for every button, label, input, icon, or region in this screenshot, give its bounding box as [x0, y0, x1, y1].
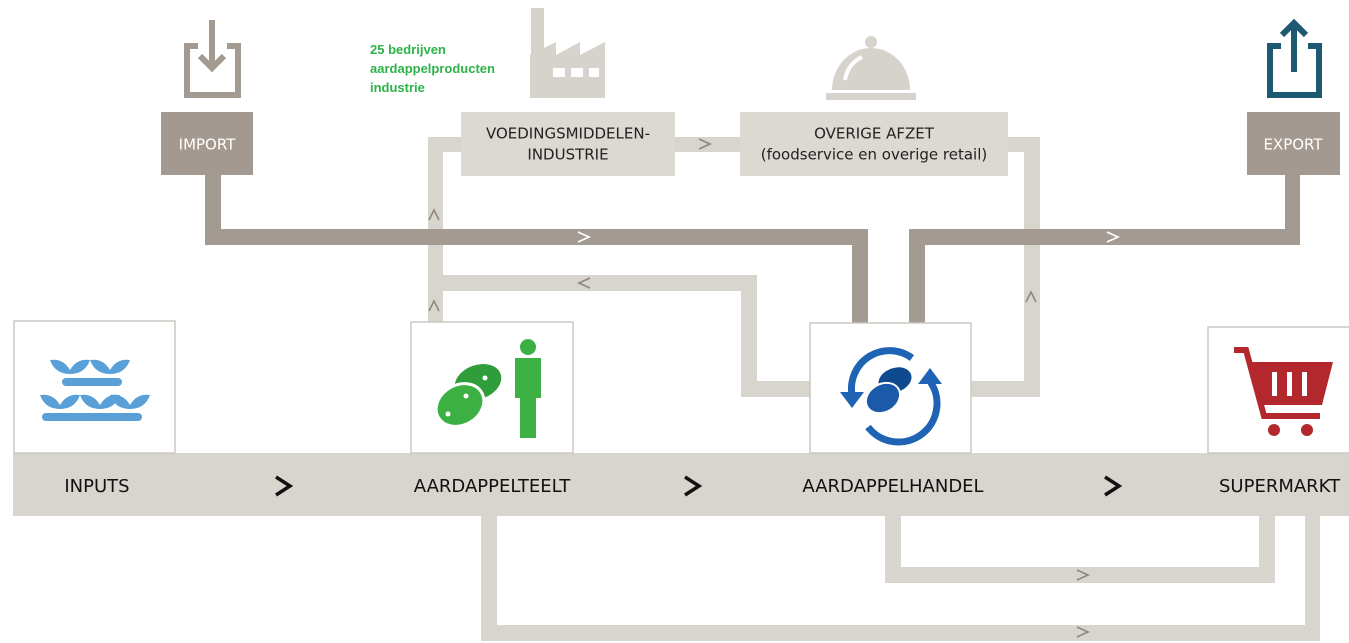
industry-box: [461, 112, 675, 176]
cart-icon: [1234, 347, 1333, 436]
export-box: [1247, 112, 1340, 175]
import-label: IMPORT: [179, 136, 237, 154]
note-line: industrie: [370, 80, 425, 95]
other-sales-label: OVERIGE AFZET: [814, 125, 935, 143]
import-icon: [184, 20, 241, 98]
stage-label: AARDAPPELTEELT: [414, 476, 571, 497]
stage-band: [13, 453, 1349, 516]
stage-arrows: [275, 475, 1123, 497]
light-pipes: [428, 137, 1320, 641]
trade-icon: [840, 347, 942, 446]
inputs-icon: [40, 359, 150, 421]
import-box: [161, 112, 253, 175]
industry-label: VOEDINGSMIDDELEN-: [486, 125, 650, 143]
factory-icon: [530, 8, 605, 98]
stage-label: INPUTS: [64, 476, 129, 497]
other-sales-label: (foodservice en overige retail): [761, 146, 987, 164]
note-line: 25 bedrijven: [370, 42, 446, 57]
stage-label: SUPERMARKT: [1219, 476, 1341, 497]
industry-label: INDUSTRIE: [527, 146, 608, 164]
cloche-icon: [826, 36, 916, 100]
flow-arrows: [428, 138, 1120, 638]
farming-icon: [434, 339, 541, 438]
other-sales-box: [740, 112, 1008, 176]
dark-pipes: [205, 174, 1300, 324]
export-label: EXPORT: [1263, 136, 1323, 154]
stage-label: AARDAPPELHANDEL: [802, 476, 983, 497]
note-line: aardappelproducten: [370, 61, 495, 76]
export-icon: [1267, 18, 1322, 98]
stage-boxes: [13, 320, 1349, 454]
